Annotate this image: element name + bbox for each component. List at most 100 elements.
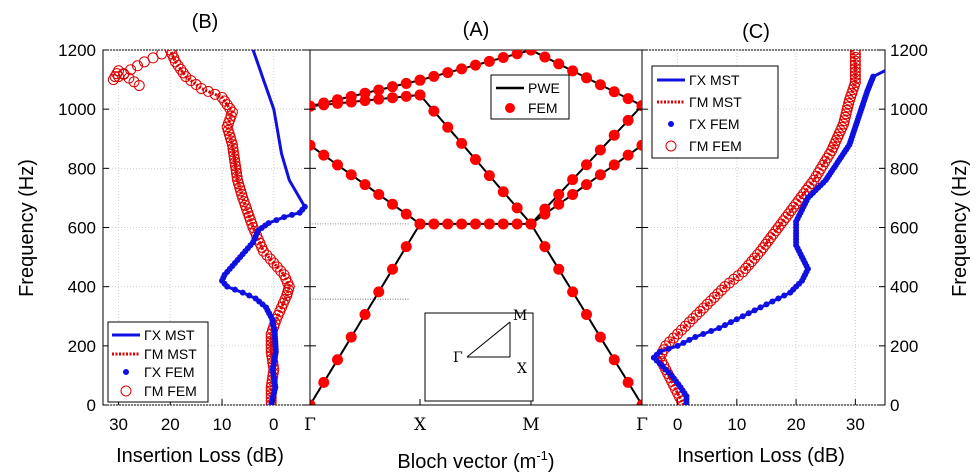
c-gm-fem-point <box>849 66 861 78</box>
c-gm-fem-point <box>849 69 861 81</box>
fem-point <box>332 354 343 366</box>
b-ytick-label: 400 <box>68 278 96 297</box>
c-gx-fem-point <box>775 295 782 302</box>
c-gm-fem-point <box>752 249 764 261</box>
legend-c-gm-fem-swatch <box>665 140 677 152</box>
c-gx-fem-point <box>716 325 723 332</box>
c-gx-fem-point <box>680 339 687 346</box>
b-gx-fem-point <box>252 295 259 302</box>
legend-b-gx-fem-label: ΓX FEM <box>144 364 195 380</box>
legend-c-gx-fem-swatch <box>668 121 674 127</box>
panel-b-xlabel: Insertion Loss (dB) <box>116 445 284 467</box>
legend-fem-label: FEM <box>528 100 558 116</box>
fem-point <box>608 129 620 141</box>
fem-point <box>594 79 606 91</box>
fem-point <box>622 114 634 126</box>
legend-b-gx-mst-label: ΓX MST <box>144 327 195 343</box>
panel-a-title: (A) <box>463 19 490 41</box>
fem-point <box>567 286 579 298</box>
c-ytick-label: 0 <box>890 396 899 415</box>
b-gm-fem-point <box>216 91 228 103</box>
panel-c-plot <box>650 50 885 405</box>
b-gm-fem-point <box>221 99 233 111</box>
fem-point <box>442 67 454 79</box>
c-gx-fem-point <box>686 336 693 343</box>
c-gm-fem-point <box>843 98 855 110</box>
b-gm-fem-point <box>111 68 123 80</box>
fem-point <box>581 72 592 84</box>
fem-point <box>414 218 426 230</box>
c-gx-fem-point <box>757 304 764 311</box>
fem-point <box>400 77 412 89</box>
panel-b-grid <box>103 49 310 406</box>
c-gx-fem-point <box>739 313 746 320</box>
panel-c-legend: ΓX MST ΓM MST ΓX FEM ΓM FEM <box>651 65 779 159</box>
legend-c-gx-fem-label: ΓX FEM <box>689 116 740 132</box>
c-gx-fem-point <box>751 307 758 314</box>
c-gm-fem-point <box>849 51 861 63</box>
panel-c-xlabel: Insertion Loss (dB) <box>677 445 845 467</box>
fem-point <box>581 159 592 171</box>
fem-point <box>553 198 565 210</box>
legend-fem-swatch <box>505 103 515 113</box>
fem-point <box>373 188 385 200</box>
c-gm-fem-point <box>694 306 706 318</box>
legend-pwe-label: PWE <box>528 80 560 96</box>
legend-b-gx-fem-swatch <box>123 369 129 375</box>
fem-point <box>483 218 495 230</box>
c-gx-fem-point <box>733 316 740 323</box>
fem-point <box>553 188 565 200</box>
legend-c-gm-fem-label: ΓM FEM <box>689 138 742 154</box>
b-gm-fem-point <box>232 174 244 186</box>
brillouin-zone-inset: Γ X M <box>424 308 534 402</box>
c-gx-fem-point <box>708 328 715 335</box>
b-gm-fem-point <box>180 71 192 83</box>
b-gm-fem-point <box>268 257 280 269</box>
b-gm-fem-point <box>113 71 125 83</box>
fem-point <box>400 241 412 253</box>
fem-point <box>345 90 357 102</box>
fem-point <box>387 198 398 210</box>
b-gm-fem-point <box>132 60 143 72</box>
b-gm-fem-point <box>227 142 239 154</box>
b-gm-fem-point <box>202 85 214 97</box>
b-ytick-label: 0 <box>87 396 96 415</box>
b-gm-fem-point <box>275 265 287 277</box>
fem-point <box>373 84 385 96</box>
fem-point <box>581 308 592 320</box>
fem-point <box>456 63 468 75</box>
legend-c-gx-mst-label: ΓX MST <box>689 72 740 88</box>
c-gm-fem-point <box>749 252 761 264</box>
c-ytick-label: 400 <box>890 278 918 297</box>
c-gx-fem-point <box>656 348 663 355</box>
fem-point <box>636 100 642 112</box>
fem-point <box>581 179 592 191</box>
fem-point <box>332 159 343 171</box>
c-ytick-label: 600 <box>890 219 918 238</box>
fem-point <box>470 218 481 230</box>
b-ytick-label: 800 <box>68 159 96 178</box>
fem-point <box>442 121 454 133</box>
fem-point <box>345 169 357 181</box>
c-gm-fem-point <box>737 266 749 278</box>
b-gm-fem-point <box>230 164 242 176</box>
legend-c-gm-mst-label: ΓM MST <box>689 94 742 110</box>
c-gm-fem-point <box>841 104 853 116</box>
fem-point <box>594 169 606 181</box>
panel-c-ylabel: Frequency (Hz) <box>949 159 971 297</box>
c-gm-mst-line <box>658 50 857 405</box>
fem-point <box>497 186 509 198</box>
fem-point <box>332 94 343 106</box>
b-gm-fem-point <box>133 80 145 91</box>
b-gm-fem-point <box>261 249 273 261</box>
b-gx-fem-point <box>273 217 280 224</box>
fem-point <box>359 179 371 191</box>
b-gm-fem-point <box>228 149 240 161</box>
c-gm-fem-point <box>679 320 691 332</box>
b-gx-fem-point <box>239 289 246 296</box>
fem-point <box>387 81 398 93</box>
legend-b-gm-mst-label: ΓM MST <box>144 346 197 362</box>
fem-point <box>387 92 398 104</box>
c-gm-fem-point <box>708 291 720 303</box>
